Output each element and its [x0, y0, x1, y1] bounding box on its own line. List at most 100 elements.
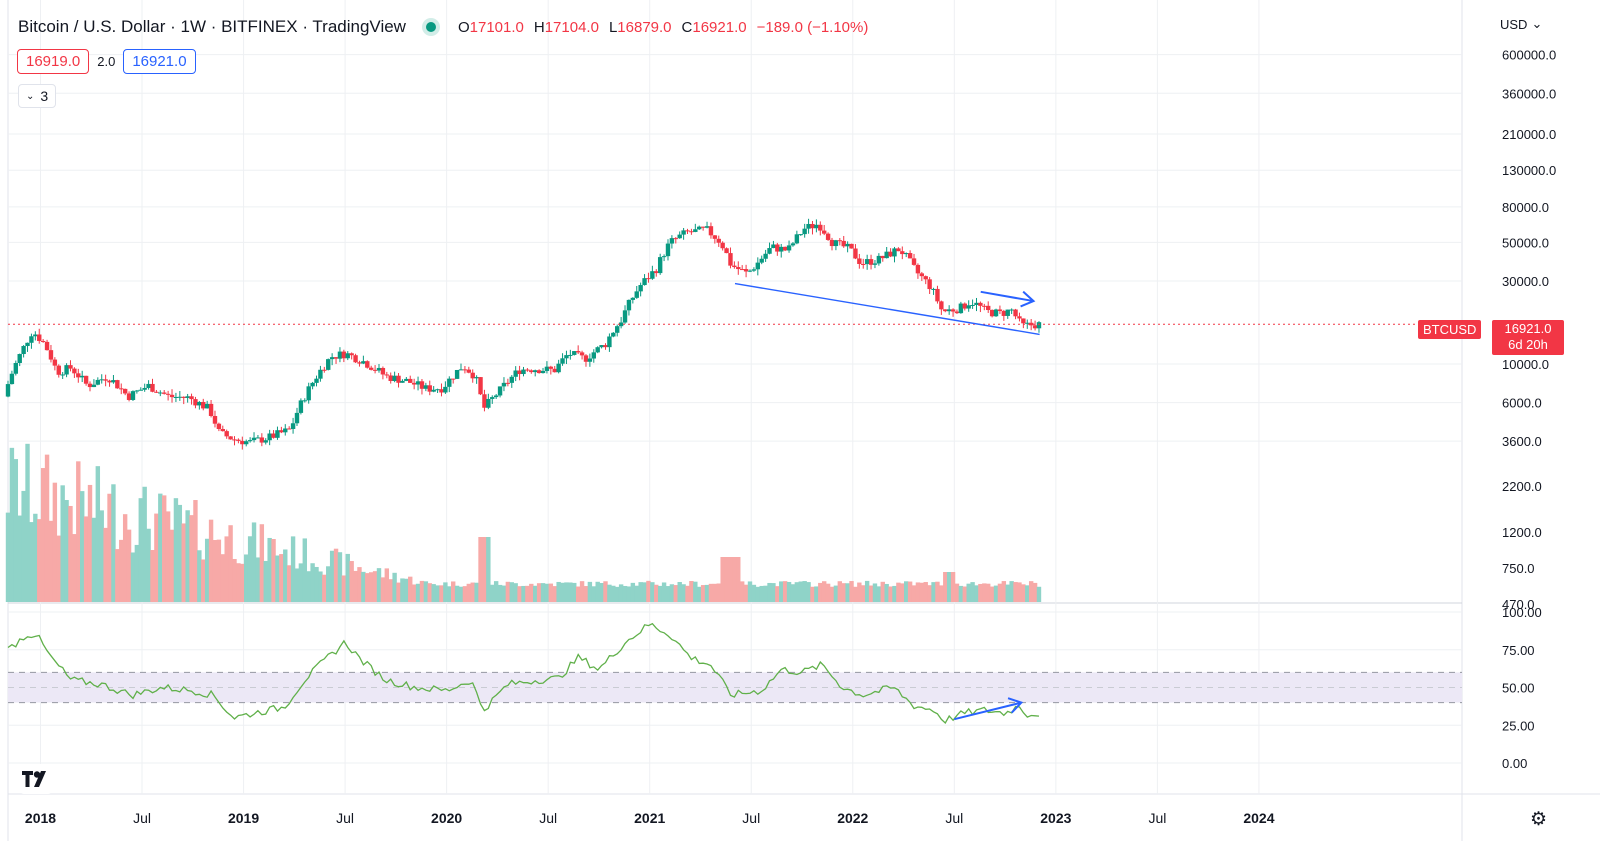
volume-bar [392, 572, 397, 602]
candle-body [1028, 322, 1034, 326]
candle-body [126, 393, 132, 400]
candle-body [1009, 309, 1014, 311]
candle-body [224, 431, 229, 437]
candle-body [626, 299, 632, 311]
trendline-drawing [734, 282, 1040, 336]
volume-bar [685, 585, 690, 602]
candle-body [201, 401, 206, 409]
volume-bar [337, 552, 343, 602]
volume-bar [138, 498, 143, 602]
volume-bar [677, 582, 682, 602]
indicator-count: 3 [40, 88, 49, 104]
candle-body [872, 263, 878, 265]
candle-body [732, 265, 737, 268]
candle-body [44, 341, 50, 351]
candle-body [876, 255, 882, 264]
annotations[interactable] [734, 282, 1040, 721]
candle-body [697, 226, 702, 230]
volume-bar [779, 581, 784, 602]
currency-selector[interactable]: USD ⌄ [1500, 16, 1542, 32]
tv-logo-icon[interactable] [18, 764, 54, 794]
candle-body [408, 378, 413, 383]
candle-body [802, 228, 807, 235]
candle-body [357, 362, 362, 364]
volume-bar [661, 582, 667, 602]
volume-bar [271, 539, 276, 602]
volume-bar [201, 559, 206, 602]
candle-body [642, 278, 647, 286]
candle-body [212, 415, 218, 424]
volume-bar [622, 585, 628, 602]
candle-body [810, 223, 815, 229]
volume-bar [798, 581, 803, 602]
candle-body [103, 379, 108, 381]
volume-bar [431, 584, 436, 602]
gear-icon[interactable]: ⚙ [1530, 809, 1548, 830]
volume-bar [294, 568, 300, 602]
buy-price-button[interactable]: 16921.0 [123, 49, 196, 74]
volume-bar [357, 567, 362, 602]
volume-bar [771, 583, 776, 602]
symbol-title[interactable]: Bitcoin / U.S. Dollar · 1W · BITFINEX · … [18, 17, 406, 36]
candle-body [568, 354, 573, 356]
candle-body [958, 303, 964, 314]
candle-body [1025, 322, 1030, 324]
high-value: 17104.0 [544, 18, 599, 36]
rsi-axis-label: 100.00 [1502, 605, 1542, 620]
volume-bar [935, 581, 940, 602]
volume-bar [630, 582, 636, 602]
volume-bar [142, 486, 147, 602]
candle-body [411, 382, 417, 385]
volume-bar [232, 558, 237, 602]
volume-bar [52, 482, 58, 602]
candle-body [95, 379, 101, 385]
candle-body [931, 288, 936, 290]
volume-bar [634, 585, 639, 602]
volume-bar [162, 495, 167, 602]
volume-bar [72, 534, 77, 602]
time-axis-label: Jul [742, 810, 760, 826]
volume-bar [700, 585, 706, 602]
candle-body [693, 229, 698, 232]
candle-body [9, 373, 15, 385]
candle-body [911, 258, 917, 265]
volume-bar [607, 584, 612, 602]
candle-body [419, 381, 425, 389]
candle-body [72, 368, 77, 374]
volume-bar [181, 523, 186, 602]
candle-body [271, 433, 276, 438]
candle-body [954, 311, 960, 314]
candle-body [25, 342, 30, 347]
volume-bar [193, 500, 198, 602]
volume-bar [853, 586, 858, 602]
candle-body [310, 382, 315, 387]
sell-price-button[interactable]: 16919.0 [17, 49, 90, 74]
volume-bar [533, 585, 538, 602]
candle-body [689, 231, 694, 233]
candle-body [142, 387, 147, 390]
volume-bar [470, 582, 475, 602]
volume-bar [197, 550, 202, 602]
volume-bar [513, 583, 518, 602]
candle-body [989, 310, 995, 317]
volume-bar [818, 582, 823, 602]
volume-bar [544, 583, 550, 602]
candle-body [771, 244, 776, 249]
volume-bar [44, 454, 50, 602]
candle-body [52, 359, 58, 366]
candle-body [759, 258, 764, 263]
volume-bar [447, 586, 452, 602]
volume-bar [536, 583, 542, 602]
volume-bar [212, 540, 218, 602]
candle-body [220, 428, 225, 432]
indicators-toggle-button[interactable]: ⌄ 3 [18, 84, 57, 108]
volume-bar [286, 565, 292, 602]
volume-bar [236, 563, 241, 602]
candle-body [454, 369, 460, 379]
volume-bar [564, 582, 569, 602]
candle-body [443, 386, 448, 393]
candle-body [751, 269, 757, 271]
price-arrow-drawing-head [1020, 290, 1036, 308]
volume-bar [384, 568, 390, 602]
